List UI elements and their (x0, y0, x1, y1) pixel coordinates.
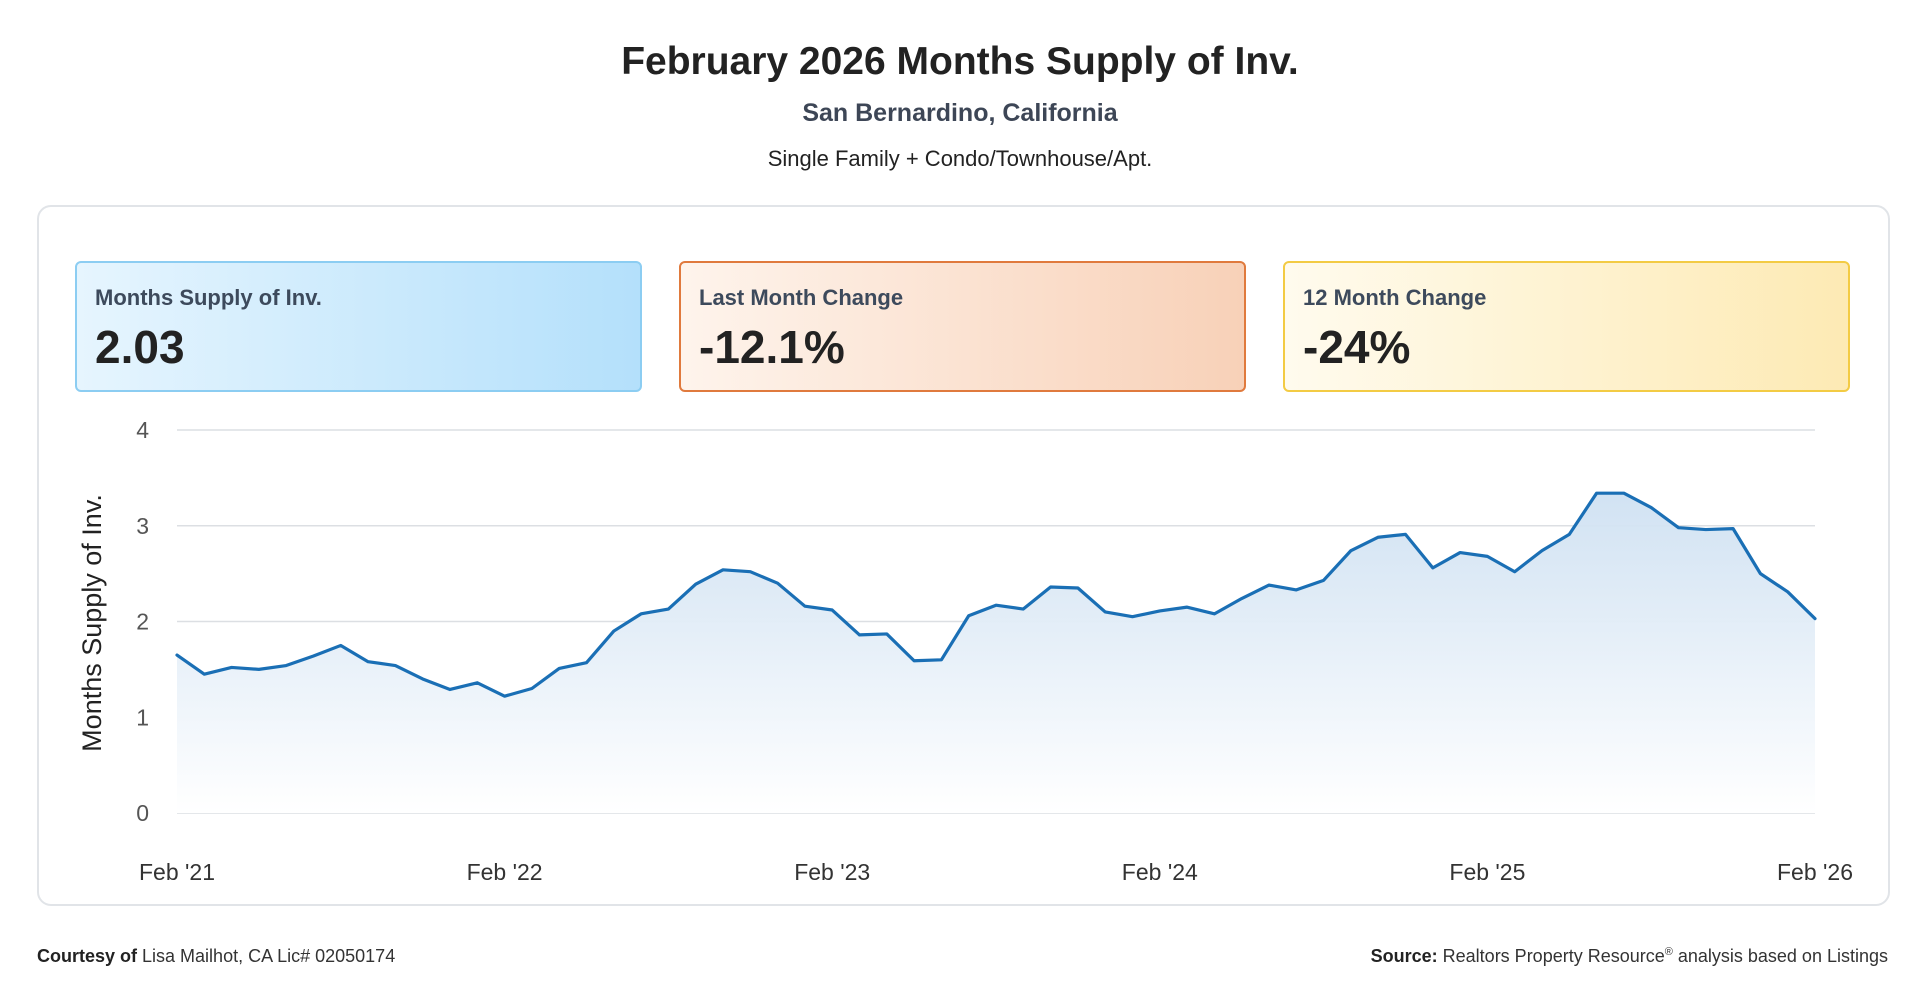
property-type-subtitle: Single Family + Condo/Townhouse/Apt. (767, 146, 1153, 171)
y-tick-label: 1 (136, 704, 149, 730)
location-subtitle: San Bernardino, California (802, 99, 1118, 127)
stat-card-value: -12.1% (699, 321, 845, 373)
stat-card-label: Months Supply of Inv. (95, 285, 322, 310)
source-footer: Source: Realtors Property Resource® anal… (1371, 946, 1888, 967)
y-tick-label: 2 (136, 609, 149, 635)
x-tick-label: Feb '26 (1777, 859, 1853, 885)
stat-card-12-month-change: 12 Month Change -24% (1283, 261, 1850, 392)
page-title: February 2026 Months Supply of Inv. (621, 40, 1299, 83)
y-axis-title: Months Supply of Inv. (77, 494, 107, 752)
x-tick-label: Feb '24 (1122, 859, 1198, 885)
x-tick-label: Feb '25 (1449, 859, 1525, 885)
series-area (177, 493, 1815, 813)
x-tick-label: Feb '22 (467, 859, 543, 885)
x-tick-label: Feb '21 (139, 859, 215, 885)
stat-card-label: Last Month Change (699, 285, 904, 310)
y-tick-label: 0 (136, 800, 149, 826)
source-text-suffix: analysis based on Listings (1672, 946, 1888, 966)
source-label: Source: (1370, 946, 1438, 966)
stat-card-value: -24% (1303, 321, 1411, 373)
courtesy-label: Courtesy of (37, 946, 138, 966)
stat-card-label: 12 Month Change (1303, 285, 1487, 310)
series-points (176, 493, 1816, 697)
courtesy-text: Lisa Mailhot, CA Lic# 02050174 (142, 946, 396, 966)
courtesy-footer: Courtesy of Lisa Mailhot, CA Lic# 020501… (37, 946, 395, 967)
x-tick-label: Feb '23 (794, 859, 870, 885)
source-text: Realtors Property Resource (1442, 946, 1665, 966)
y-axis-ticks: 0 1 2 3 4 (136, 417, 149, 826)
y-tick-label: 3 (136, 513, 149, 539)
y-tick-label: 4 (136, 417, 149, 443)
registered-mark: ® (1664, 946, 1673, 958)
stat-card-last-month-change: Last Month Change -12.1% (679, 261, 1246, 392)
stat-card-value: 2.03 (95, 321, 185, 373)
stat-card-months-supply: Months Supply of Inv. 2.03 (75, 261, 642, 392)
x-axis-ticks: Feb '21 Feb '22 Feb '23 Feb '24 Feb '25 Feb '… (139, 859, 1853, 885)
